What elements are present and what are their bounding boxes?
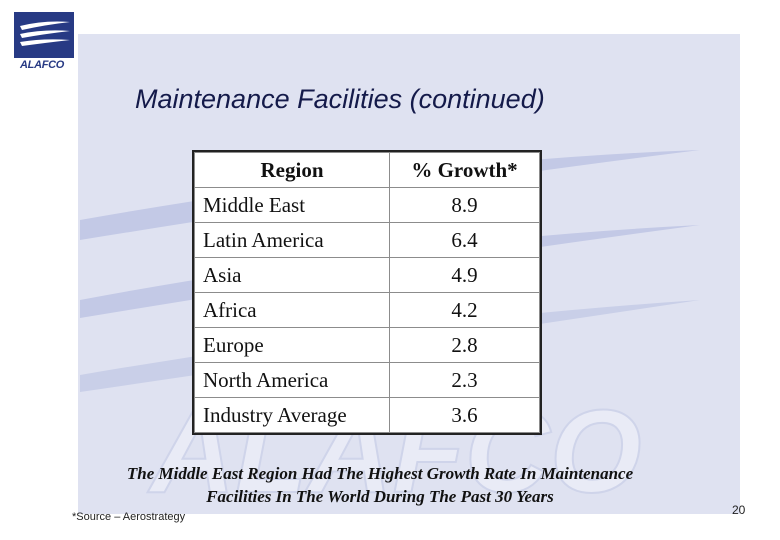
caption-line-2: Facilities In The World During The Past … xyxy=(206,487,554,506)
growth-cell: 4.9 xyxy=(389,257,540,293)
caption: The Middle East Region Had The Highest G… xyxy=(60,462,700,508)
table-header-row: Region % Growth* xyxy=(194,152,540,188)
growth-cell: 6.4 xyxy=(389,222,540,258)
logo-wings-icon xyxy=(20,21,70,46)
table-row: Europe 2.8 xyxy=(194,327,540,363)
region-cell: Industry Average xyxy=(194,397,390,433)
table-row: Industry Average 3.6 xyxy=(194,397,540,433)
logo-text: ALAFCO xyxy=(20,59,65,71)
header-growth: % Growth* xyxy=(389,152,540,188)
region-cell: Middle East xyxy=(194,187,390,223)
region-cell: Africa xyxy=(194,292,390,328)
growth-cell: 4.2 xyxy=(389,292,540,328)
table-row: Middle East 8.9 xyxy=(194,187,540,223)
table-row: North America 2.3 xyxy=(194,362,540,398)
region-cell: Europe xyxy=(194,327,390,363)
growth-cell: 2.8 xyxy=(389,327,540,363)
page-number: 20 xyxy=(732,503,746,517)
region-cell: Asia xyxy=(194,257,390,293)
table-row: Latin America 6.4 xyxy=(194,222,540,258)
table-row: Africa 4.2 xyxy=(194,292,540,328)
header-region: Region xyxy=(194,152,390,188)
growth-cell: 3.6 xyxy=(389,397,540,433)
growth-cell: 8.9 xyxy=(389,187,540,223)
logo-mark xyxy=(14,12,74,58)
caption-line-1: The Middle East Region Had The Highest G… xyxy=(126,464,634,483)
region-cell: Latin America xyxy=(194,222,390,258)
table-row: Asia 4.9 xyxy=(194,257,540,293)
source-note: *Source – Aerostrategy xyxy=(72,511,186,523)
region-cell: North America xyxy=(194,362,390,398)
growth-table: Region % Growth* Middle East 8.9 Latin A… xyxy=(192,150,542,435)
growth-cell: 2.3 xyxy=(389,362,540,398)
alafco-logo: ALAFCO xyxy=(14,12,78,80)
page-title: Maintenance Facilities (continued) xyxy=(135,84,545,114)
